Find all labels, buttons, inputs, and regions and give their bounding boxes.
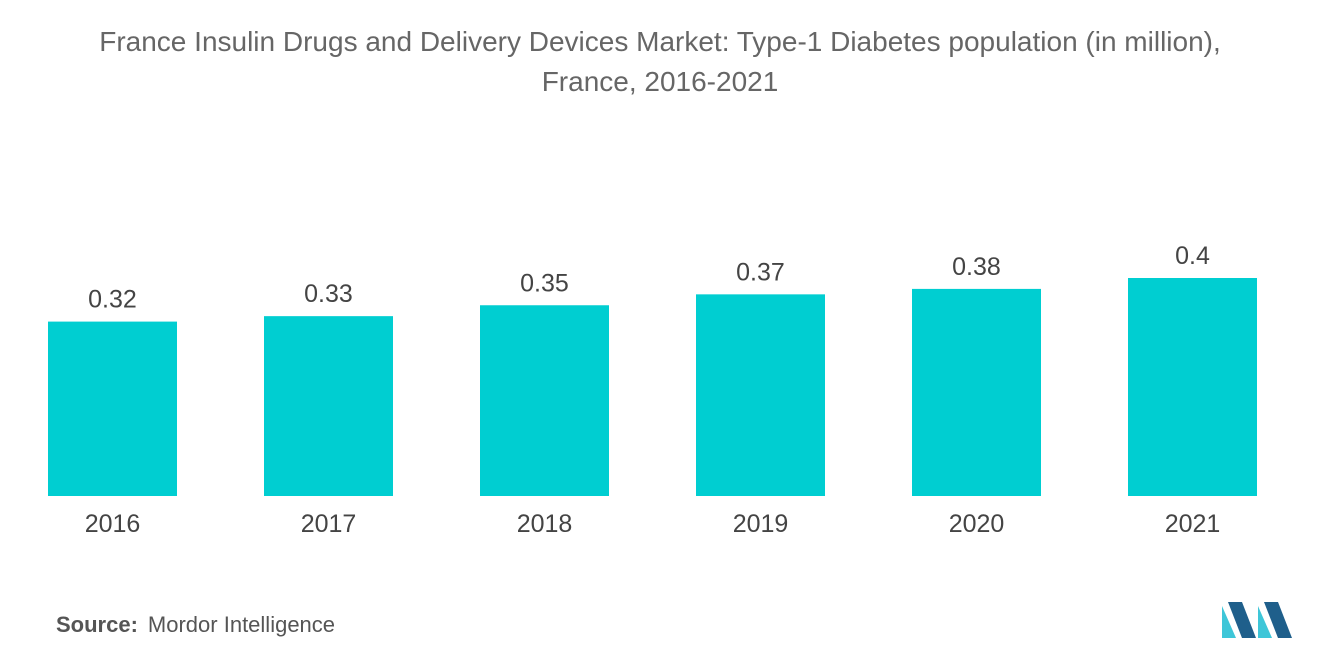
x-tick-label-2017: 2017 — [301, 510, 357, 538]
value-label-2017: 0.33 — [304, 280, 353, 308]
chart-title-line-1: France Insulin Drugs and Delivery Device… — [99, 26, 1221, 57]
x-tick-label-2016: 2016 — [85, 510, 141, 538]
source-label: Source: — [56, 612, 138, 637]
value-label-2018: 0.35 — [520, 269, 569, 297]
chart-title: France Insulin Drugs and Delivery Device… — [0, 22, 1320, 102]
bar-2021 — [1128, 278, 1257, 496]
x-tick-label-2018: 2018 — [517, 510, 573, 538]
x-tick-label-2021: 2021 — [1165, 510, 1221, 538]
value-label-2016: 0.32 — [88, 286, 137, 314]
mordor-intelligence-logo-icon — [1222, 602, 1292, 638]
value-label-2020: 0.38 — [952, 253, 1001, 281]
bar-2017 — [264, 316, 393, 496]
x-tick-label-2019: 2019 — [733, 510, 789, 538]
bar-2016 — [48, 321, 177, 496]
bar-2018 — [480, 305, 609, 496]
bar-2019 — [696, 294, 825, 496]
x-tick-label-2020: 2020 — [949, 510, 1005, 538]
source-value: Mordor Intelligence — [147, 612, 336, 637]
source-note: Source: Mordor Intelligence — [56, 612, 335, 638]
chart-title-line-2: France, 2016-2021 — [541, 66, 779, 97]
value-label-2021: 0.4 — [1175, 242, 1210, 270]
bar-2020 — [912, 288, 1041, 496]
value-label-2019: 0.37 — [736, 258, 785, 286]
